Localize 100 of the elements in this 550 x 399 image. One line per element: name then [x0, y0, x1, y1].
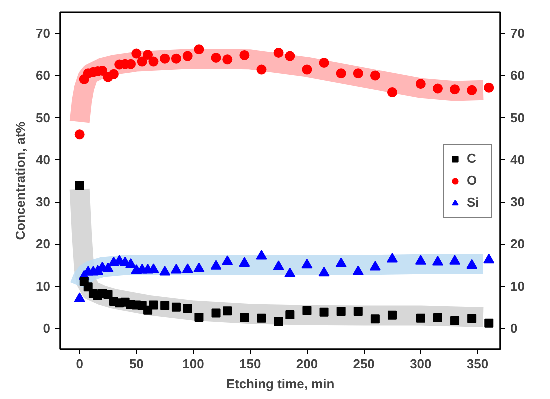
point — [274, 48, 284, 58]
point — [74, 292, 86, 302]
point — [284, 268, 296, 278]
y2-tick-label: 70 — [510, 26, 525, 42]
point — [466, 259, 478, 270]
x-tick-label: 150 — [240, 356, 262, 372]
point — [319, 58, 330, 68]
point — [74, 130, 85, 140]
point — [450, 84, 460, 95]
y-axis-title: Concentration, at% — [13, 121, 28, 240]
point — [223, 306, 232, 316]
point — [132, 48, 142, 59]
point — [211, 53, 222, 63]
legend-label: C — [467, 151, 478, 166]
point — [148, 56, 159, 67]
point — [302, 306, 312, 316]
point — [353, 68, 364, 79]
y-tick-label: 10 — [36, 278, 51, 294]
point — [149, 300, 158, 310]
point — [415, 255, 426, 265]
point — [386, 253, 398, 263]
point — [137, 56, 148, 67]
point — [273, 260, 284, 270]
point — [84, 282, 93, 292]
point — [370, 314, 380, 324]
y-tick-label: 30 — [36, 194, 51, 210]
y-tick-label: 50 — [36, 110, 51, 126]
point — [433, 313, 442, 322]
point — [354, 307, 363, 316]
point — [194, 262, 205, 272]
legend-label: O — [467, 173, 478, 188]
point — [286, 310, 295, 320]
x-tick-label: 50 — [129, 356, 144, 372]
point — [182, 264, 194, 274]
x-tick-label: 0 — [76, 356, 84, 372]
point — [108, 69, 119, 80]
point — [320, 308, 329, 317]
point — [285, 51, 296, 62]
point — [484, 82, 494, 93]
point — [256, 64, 267, 75]
point — [160, 301, 170, 310]
point — [240, 50, 250, 60]
point — [102, 262, 114, 272]
point — [212, 308, 221, 318]
point — [484, 318, 494, 328]
point — [143, 50, 154, 60]
point — [182, 51, 193, 62]
point — [104, 290, 113, 300]
point — [222, 54, 233, 65]
point — [239, 257, 250, 267]
point — [171, 54, 182, 64]
point — [125, 258, 136, 268]
y2-tick-label: 40 — [510, 152, 525, 168]
y-tick-label: 40 — [36, 152, 51, 168]
point — [467, 85, 478, 96]
y2-tick-label: 10 — [510, 278, 525, 294]
y-tick-label: 0 — [43, 320, 51, 336]
point — [194, 312, 204, 322]
y2-tick-label: 50 — [510, 110, 525, 126]
point — [170, 264, 182, 274]
point — [210, 260, 222, 270]
point — [387, 88, 398, 98]
point — [183, 304, 192, 314]
point — [194, 44, 204, 55]
x-tick-label: 250 — [353, 356, 375, 372]
point — [468, 314, 477, 324]
point — [222, 256, 234, 266]
point — [432, 84, 443, 94]
point — [370, 261, 381, 271]
point — [450, 255, 461, 265]
point — [352, 266, 364, 276]
point — [75, 181, 84, 190]
point — [388, 310, 397, 320]
x-axis-title: Etching time, min — [226, 376, 335, 392]
y-tick-label: 60 — [36, 68, 51, 84]
point — [484, 254, 495, 264]
point — [256, 250, 268, 260]
point — [302, 64, 312, 75]
x-tick-label: 100 — [182, 356, 204, 372]
point — [172, 302, 181, 312]
y2-tick-label: 20 — [510, 236, 525, 252]
point — [257, 314, 266, 323]
x-tick-label: 350 — [466, 356, 489, 372]
y-tick-label: 20 — [36, 236, 51, 252]
point — [240, 313, 250, 322]
y2-tick-label: 30 — [510, 194, 525, 210]
y2-tick-label: 0 — [510, 320, 518, 336]
point — [318, 266, 330, 277]
x-tick-label: 300 — [410, 356, 432, 372]
y-tick-label: 70 — [36, 26, 51, 42]
point — [336, 307, 346, 316]
point — [370, 70, 380, 81]
point — [336, 258, 347, 268]
x-tick-label: 200 — [296, 356, 318, 372]
point — [160, 266, 171, 276]
point — [416, 79, 426, 90]
legend-label: Si — [467, 195, 480, 210]
point — [160, 54, 170, 64]
point — [336, 68, 346, 79]
point — [302, 258, 313, 269]
